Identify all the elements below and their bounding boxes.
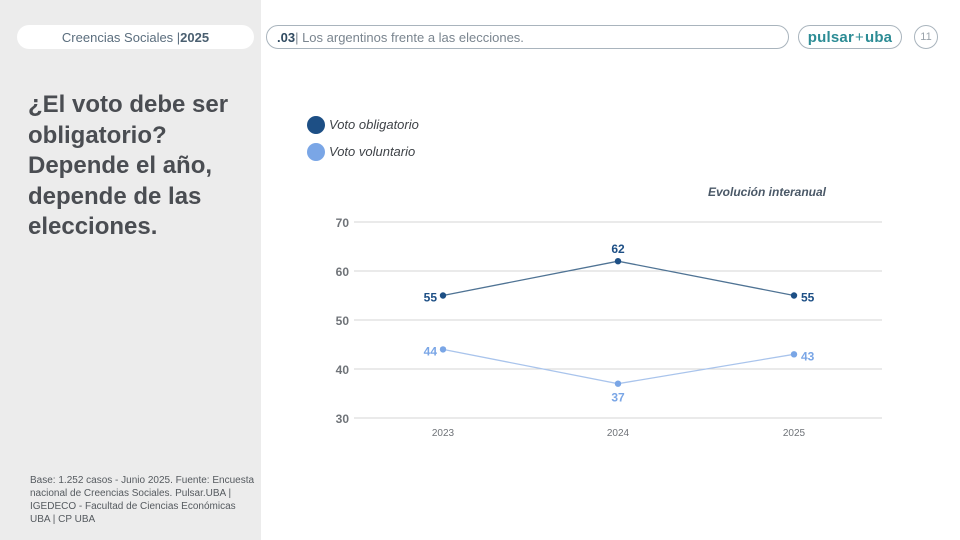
legend-label-voluntario: Voto voluntario <box>329 144 416 159</box>
series-line-voluntario <box>442 348 795 385</box>
section-title: | Los argentinos frente a las elecciones… <box>295 29 524 45</box>
data-point-voluntario-2024 <box>614 380 622 387</box>
data-point-voluntario-2023 <box>439 346 447 353</box>
y-tick-label-50: 50 <box>336 314 350 328</box>
chart-legend: Voto obligatorio Voto voluntario <box>307 111 419 165</box>
page-number: 11 <box>914 25 938 49</box>
x-tick-label-2024: 2024 <box>607 428 630 439</box>
logo-right: uba <box>864 28 893 46</box>
data-label-voluntario-2023: 44 <box>424 344 438 358</box>
section-pill: .03 | Los argentinos frente a las eleccio… <box>266 25 789 49</box>
y-tick-label-70: 70 <box>336 216 350 230</box>
data-point-obligatorio-2023 <box>439 292 447 299</box>
section-number: .03 <box>277 29 296 45</box>
source-note: Base: 1.252 casos - Junio 2025. Fuente: … <box>30 475 255 525</box>
x-tick-label-2023: 2023 <box>432 428 455 439</box>
legend-dot-voluntario <box>307 142 325 161</box>
legend-label-obligatorio: Voto obligatorio <box>329 117 419 132</box>
brand-pill: Creencias Sociales | 2025 <box>17 25 254 49</box>
y-tick-label-60: 60 <box>336 265 350 279</box>
data-label-obligatorio-2023: 55 <box>424 291 438 305</box>
legend-item-obligatorio: Voto obligatorio <box>307 111 419 138</box>
legend-item-voluntario: Voto voluntario <box>307 138 419 165</box>
data-label-voluntario-2025: 43 <box>801 349 815 363</box>
chart-subtitle: Evolución interanual <box>708 185 827 199</box>
data-label-obligatorio-2025: 55 <box>801 291 815 305</box>
data-point-obligatorio-2024 <box>614 258 622 265</box>
legend-dot-obligatorio <box>307 115 325 134</box>
series-line-obligatorio <box>442 260 795 297</box>
sidebar-panel <box>0 0 261 540</box>
data-point-obligatorio-2025 <box>790 292 798 299</box>
brand-year: 2025 <box>180 29 210 45</box>
y-tick-label-40: 40 <box>336 363 350 377</box>
brand-label: Creencias Sociales | <box>61 29 181 45</box>
x-tick-label-2025: 2025 <box>783 428 806 439</box>
pulsar-uba-logo: pulsar + uba <box>798 25 902 49</box>
data-label-obligatorio-2024: 62 <box>611 242 625 256</box>
page-title: ¿El voto debe ser obligatorio? Depende e… <box>28 91 229 240</box>
y-tick-label-30: 30 <box>336 412 350 426</box>
logo-separator: + <box>854 28 864 46</box>
data-label-voluntario-2024: 37 <box>611 391 625 405</box>
data-point-voluntario-2025 <box>790 351 798 358</box>
logo-left: pulsar <box>807 28 854 46</box>
